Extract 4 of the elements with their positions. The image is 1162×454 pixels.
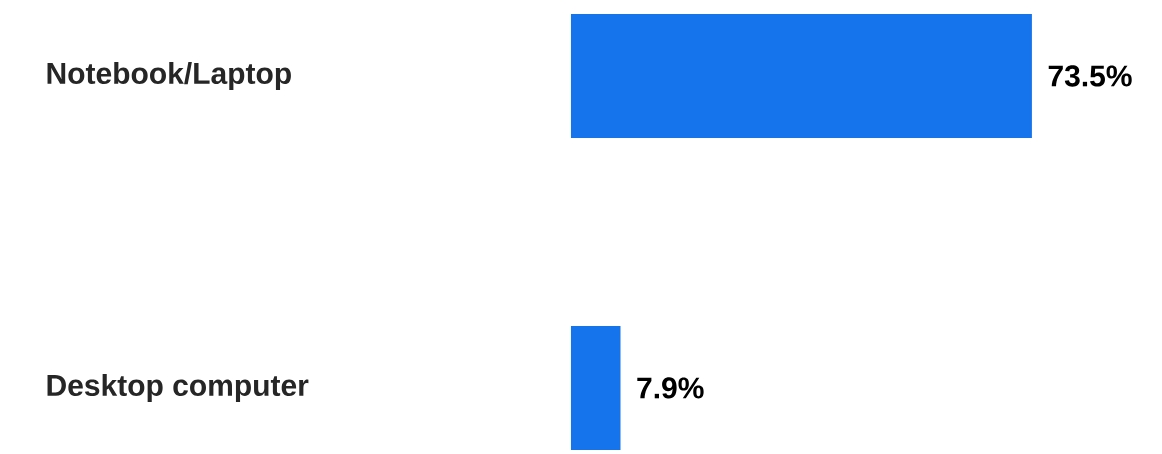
data-label: 73.5%: [1048, 65, 1132, 87]
y-tick-label: Notebook/Laptop: [47, 62, 291, 90]
data-label: 7.9%: [637, 377, 704, 399]
y-tick-label: Desktop computer: [47, 374, 309, 402]
